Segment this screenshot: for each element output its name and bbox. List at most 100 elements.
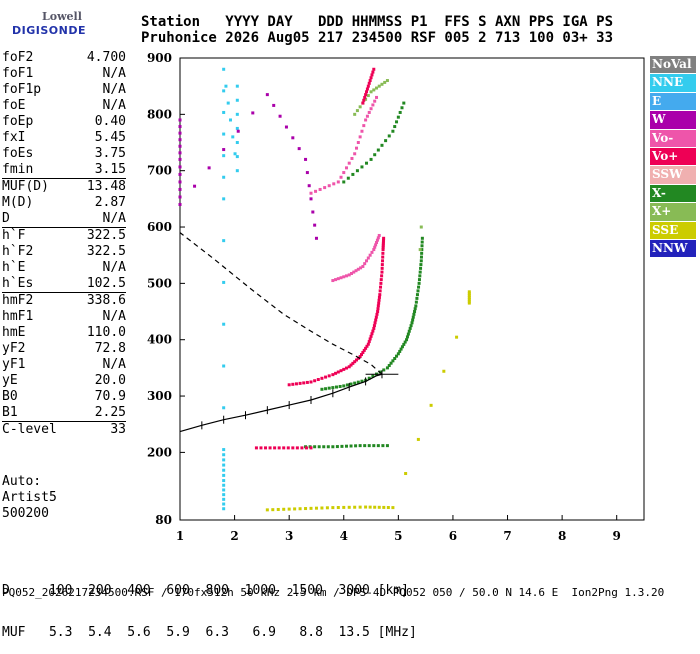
param-row: B0 70.9 — [2, 389, 126, 405]
param-value: N/A — [102, 66, 126, 81]
legend-item: X+ — [650, 203, 696, 221]
echo-point — [347, 365, 351, 369]
echo-point — [381, 255, 385, 259]
echo-point — [349, 444, 353, 448]
profile-curve — [179, 373, 383, 433]
param-value: N/A — [102, 82, 126, 97]
echo-point — [334, 278, 338, 282]
echo-point — [222, 493, 226, 497]
legend-item: NNW — [650, 239, 696, 258]
echo-point — [366, 84, 370, 88]
echo-point — [338, 384, 342, 388]
echo-point — [273, 446, 277, 450]
param-value: 72.8 — [94, 341, 126, 356]
echo-point — [350, 156, 354, 160]
echo-point — [320, 387, 324, 391]
echo-point — [420, 240, 424, 244]
echo-point — [222, 154, 226, 158]
legend-item: NoVal — [650, 56, 696, 74]
x-tick-label: 9 — [613, 529, 621, 543]
echo-point — [381, 259, 385, 263]
param-name: foF2 — [2, 50, 34, 65]
echo-point — [419, 263, 423, 267]
echo-point — [332, 182, 336, 186]
echo-point — [380, 270, 384, 274]
echo-point — [399, 347, 403, 351]
echo-point — [417, 281, 421, 285]
echo-point — [384, 139, 388, 143]
echo-point — [400, 106, 404, 110]
echo-point — [323, 186, 327, 190]
echo-point — [369, 157, 373, 161]
echo-point — [276, 507, 280, 511]
echo-point — [376, 236, 380, 240]
echo-point — [178, 157, 182, 161]
echo-point — [370, 332, 374, 336]
param-value: 110.0 — [86, 325, 126, 340]
echo-point — [342, 384, 346, 388]
echo-point — [416, 289, 420, 293]
echo-point — [414, 300, 418, 304]
echo-point — [420, 251, 424, 255]
param-name: C-level — [2, 422, 57, 437]
echo-point — [415, 296, 419, 300]
echo-point — [419, 225, 423, 229]
param-name: D — [2, 211, 10, 226]
echo-point — [222, 280, 226, 284]
echo-point — [382, 238, 386, 242]
echo-point — [302, 381, 306, 385]
echo-point — [356, 141, 360, 145]
echo-point — [391, 359, 395, 363]
echo-point — [236, 129, 240, 133]
param-row: fxI 5.45 — [2, 130, 126, 146]
echo-point — [222, 453, 226, 457]
echo-point — [284, 125, 288, 129]
echo-point — [335, 445, 339, 449]
echo-point — [366, 342, 370, 346]
legend-item: W — [650, 111, 696, 129]
x-tick-label: 3 — [285, 529, 293, 543]
echo-point — [417, 285, 421, 289]
echo-point — [287, 383, 291, 387]
echo-point — [413, 310, 417, 314]
x-tick-label: 2 — [230, 529, 238, 543]
echo-point — [228, 118, 232, 122]
echo-point — [222, 239, 226, 243]
echo-point — [353, 112, 357, 116]
echo-point — [360, 129, 364, 133]
param-value: 4.700 — [86, 50, 126, 65]
echo-point — [251, 111, 255, 115]
echo-point — [178, 195, 182, 199]
echo-point — [395, 120, 399, 124]
echo-point — [389, 361, 393, 365]
echo-point — [353, 152, 357, 156]
echo-point — [325, 506, 329, 510]
echo-point — [178, 125, 182, 129]
echo-point — [224, 84, 228, 88]
echo-point — [327, 386, 331, 390]
ionogram-plot: 1 2 3 4 5 6 7 8 9 80 200 300 400 500 600 700 800 900 — [147, 51, 645, 543]
echo-point — [222, 175, 226, 179]
echo-point — [408, 326, 412, 330]
echo-point — [336, 180, 340, 184]
echo-point — [369, 76, 373, 80]
x-tick-label: 5 — [394, 529, 402, 543]
echo-point — [327, 374, 331, 378]
echo-point — [358, 355, 362, 359]
echo-point — [334, 371, 338, 375]
echo-point — [178, 172, 182, 176]
echo-point — [326, 445, 330, 449]
echo-point — [418, 270, 422, 274]
echo-point — [368, 79, 372, 83]
echo-point — [396, 352, 400, 356]
echo-point — [282, 507, 286, 511]
param-name: foF1 — [2, 66, 34, 81]
echo-point — [413, 307, 417, 311]
echo-point — [313, 223, 317, 227]
legend-item: Vo- — [650, 129, 696, 147]
echo-point — [354, 444, 358, 448]
x-tick-label: 4 — [340, 529, 348, 543]
x-tick-label: 6 — [449, 529, 457, 543]
echo-point — [309, 380, 313, 384]
param-value: 3.15 — [94, 162, 126, 177]
